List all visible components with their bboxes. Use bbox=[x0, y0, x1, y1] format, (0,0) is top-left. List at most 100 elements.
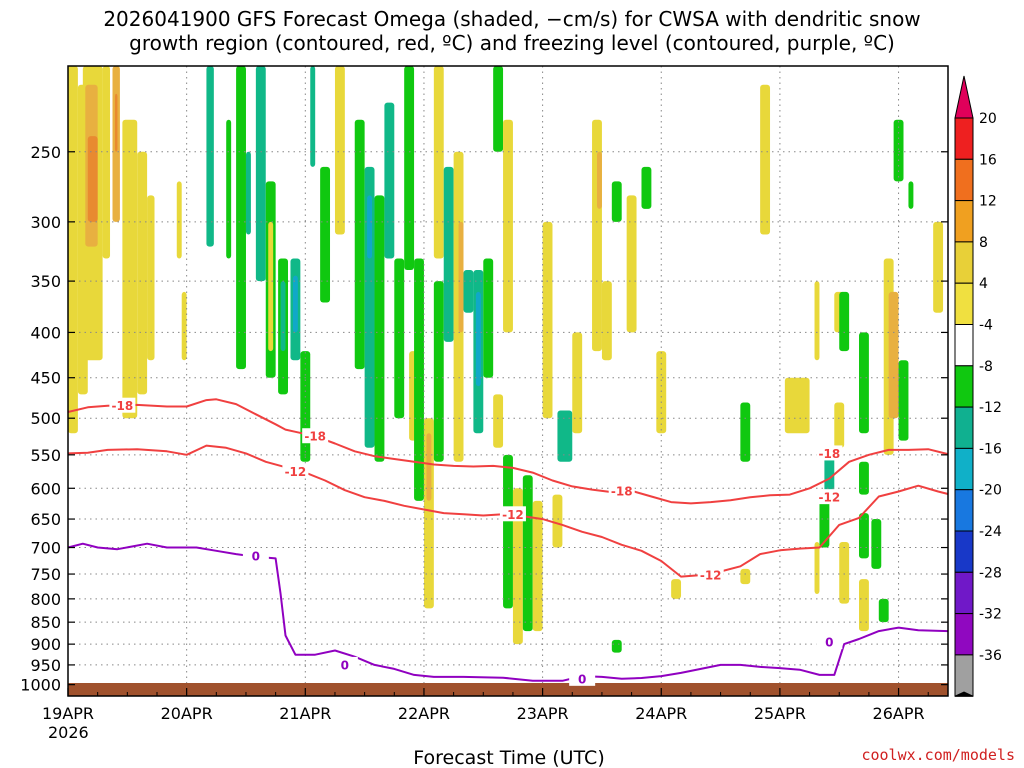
omega-cell bbox=[354, 119, 365, 370]
omega-cell bbox=[503, 119, 513, 333]
omega-cell bbox=[102, 66, 111, 259]
omega-cell bbox=[122, 119, 138, 419]
omega-cell bbox=[493, 394, 504, 448]
colorbar-segment bbox=[954, 447, 974, 491]
omega-cell bbox=[871, 519, 882, 569]
omega-cell bbox=[374, 195, 385, 462]
contour-layer: -18 -18 -18 -18 -12 -12 -12 -12 0 0 0 0 bbox=[67, 397, 949, 686]
colorbar-segment bbox=[954, 282, 974, 326]
y-tick-label: 800 bbox=[30, 590, 61, 609]
y-tick-label: 550 bbox=[30, 446, 61, 465]
omega-cell bbox=[404, 66, 415, 270]
omega-cell bbox=[784, 377, 810, 434]
colorbar-label: 8 bbox=[979, 235, 988, 251]
omega-cell bbox=[300, 351, 311, 462]
omega-cell bbox=[611, 639, 622, 653]
omega-cell bbox=[601, 281, 612, 361]
omega-cell bbox=[760, 84, 771, 235]
colorbar: 20 16 12 8 4 -4 -8 -12 -16 -20 -24 -28 -32 -36 bbox=[954, 75, 1002, 697]
omega-cell bbox=[367, 195, 373, 259]
omega-cell bbox=[310, 66, 316, 167]
omega-cell bbox=[334, 66, 345, 235]
colorbar-segment bbox=[954, 571, 974, 615]
colorbar-label: -32 bbox=[979, 607, 1002, 623]
colorbar-bottom-arrow bbox=[954, 691, 974, 697]
contour-label-zero-bg bbox=[242, 548, 269, 564]
contour-label-zero-bg bbox=[816, 633, 843, 649]
x-tick-label: 19APR bbox=[42, 704, 94, 723]
colorbar-label: -8 bbox=[979, 359, 993, 375]
colorbar-segment bbox=[954, 613, 974, 656]
x-tick-label: 24APR bbox=[635, 704, 687, 723]
y-axis-ticks: 250 300 350 400 450 500 550 600 650 700 750 800 850 9… bbox=[20, 143, 948, 695]
contour-label-minus18: -18 bbox=[304, 430, 326, 444]
omega-cell bbox=[426, 433, 432, 501]
omega-cell bbox=[532, 500, 543, 632]
omega-cell bbox=[483, 258, 494, 378]
omega-cell bbox=[463, 269, 474, 313]
omega-cell bbox=[255, 66, 266, 282]
omega-cell bbox=[493, 66, 504, 152]
omega-cell bbox=[414, 258, 424, 501]
omega-cell bbox=[181, 291, 187, 361]
contour-label-minus18: -18 bbox=[611, 484, 633, 498]
omega-cell bbox=[859, 579, 869, 632]
x-axis-ticks: 19APR 20APR 21APR 22APR 23APR 24APR 25APR 26APR bbox=[42, 688, 929, 723]
omega-cell bbox=[206, 66, 214, 247]
x-tick-label: 25APR bbox=[754, 704, 806, 723]
colorbar-label: 16 bbox=[979, 152, 997, 168]
omega-cell bbox=[814, 281, 820, 361]
y-tick-label: 950 bbox=[30, 656, 61, 675]
omega-cell bbox=[512, 488, 523, 645]
omega-cell bbox=[859, 461, 869, 495]
contour-label-zero: 0 bbox=[341, 658, 349, 672]
chart-title-line1: 2026041900 GFS Forecast Omega (shaded, −… bbox=[103, 7, 920, 31]
omega-cell bbox=[87, 136, 98, 222]
omega-cell bbox=[522, 475, 533, 632]
ground-strip bbox=[68, 683, 948, 696]
y-tick-label: 500 bbox=[30, 409, 61, 428]
omega-cell bbox=[839, 542, 850, 604]
contour-label-minus12: -12 bbox=[700, 569, 722, 583]
x-tick-label: 26APR bbox=[873, 704, 925, 723]
y-tick-label: 250 bbox=[30, 143, 61, 162]
omega-cell bbox=[898, 360, 909, 441]
y-tick-label: 700 bbox=[30, 539, 61, 558]
omega-cell bbox=[557, 410, 573, 462]
omega-cell bbox=[671, 579, 682, 599]
colorbar-segment bbox=[954, 200, 974, 243]
omega-cell bbox=[641, 166, 652, 209]
colorbar-segment bbox=[954, 406, 974, 449]
omega-cell bbox=[433, 66, 444, 259]
colorbar-segment bbox=[954, 654, 974, 697]
omega-cell bbox=[656, 351, 667, 434]
credit-text: coolwx.com/models bbox=[861, 746, 1015, 764]
contour-label-zero: 0 bbox=[825, 635, 833, 649]
colorbar-label: -36 bbox=[979, 648, 1002, 664]
omega-cell bbox=[893, 119, 904, 182]
omega-cell bbox=[320, 166, 331, 303]
colorbar-label: -12 bbox=[979, 400, 1002, 416]
colorbar-segment bbox=[954, 365, 974, 408]
contour-label-minus18: -18 bbox=[112, 399, 134, 413]
omega-cell bbox=[834, 402, 845, 448]
omega-cell bbox=[740, 402, 751, 462]
colorbar-label: -4 bbox=[979, 318, 993, 334]
contour-label-zero: 0 bbox=[252, 550, 260, 564]
omega-cell bbox=[394, 258, 405, 419]
contour-label-minus18: -18 bbox=[819, 447, 841, 461]
contour-label-minus18-bg bbox=[608, 482, 635, 498]
x-axis-label: Forecast Time (UTC) bbox=[413, 747, 604, 768]
omega-cell bbox=[384, 102, 395, 259]
omega-cell bbox=[114, 93, 118, 152]
omega-cell bbox=[280, 281, 286, 352]
contour-label-minus18-bg bbox=[109, 397, 136, 413]
plot-frame bbox=[67, 65, 949, 697]
omega-cell bbox=[176, 181, 182, 259]
y-tick-label: 1000 bbox=[20, 676, 61, 695]
omega-cell bbox=[433, 281, 444, 462]
omega-cell bbox=[626, 195, 637, 333]
omega-cell bbox=[814, 542, 820, 595]
omega-cell bbox=[819, 494, 830, 548]
